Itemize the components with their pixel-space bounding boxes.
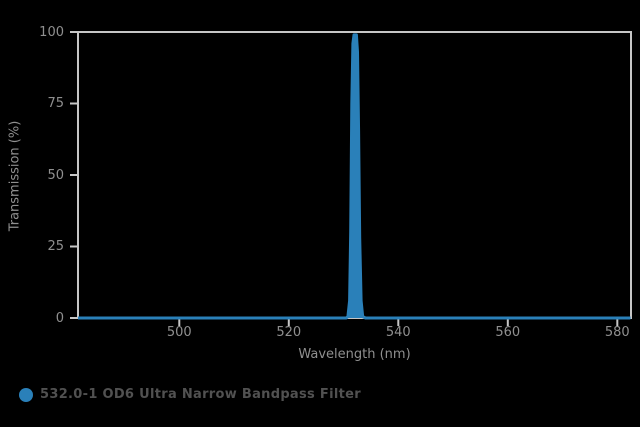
axis-tick-marks — [70, 31, 619, 326]
y-tick-label: 25 — [47, 239, 64, 254]
y-tick-label: 100 — [39, 24, 64, 40]
legend: 532.0-1 OD6 Ultra Narrow Bandpass Filter — [19, 387, 361, 402]
x-axis-title: Wavelength (nm) — [298, 347, 411, 362]
y-tick-label: 0 — [55, 310, 64, 326]
x-tick-label: 540 — [385, 325, 411, 340]
legend-marker-icon — [19, 387, 33, 402]
y-axis-title: Transmission (%) — [7, 120, 23, 232]
legend-series-label: 532.0-1 OD6 Ultra Narrow Bandpass Filter — [40, 387, 361, 402]
x-tick-label: 500 — [166, 325, 192, 340]
series-line-bandpass — [78, 33, 631, 320]
x-tick-label: 580 — [604, 325, 630, 340]
x-tick-label: 520 — [276, 325, 302, 340]
x-tick-label: 560 — [495, 325, 521, 340]
y-tick-label: 50 — [47, 167, 64, 183]
y-tick-label: 75 — [47, 96, 64, 111]
